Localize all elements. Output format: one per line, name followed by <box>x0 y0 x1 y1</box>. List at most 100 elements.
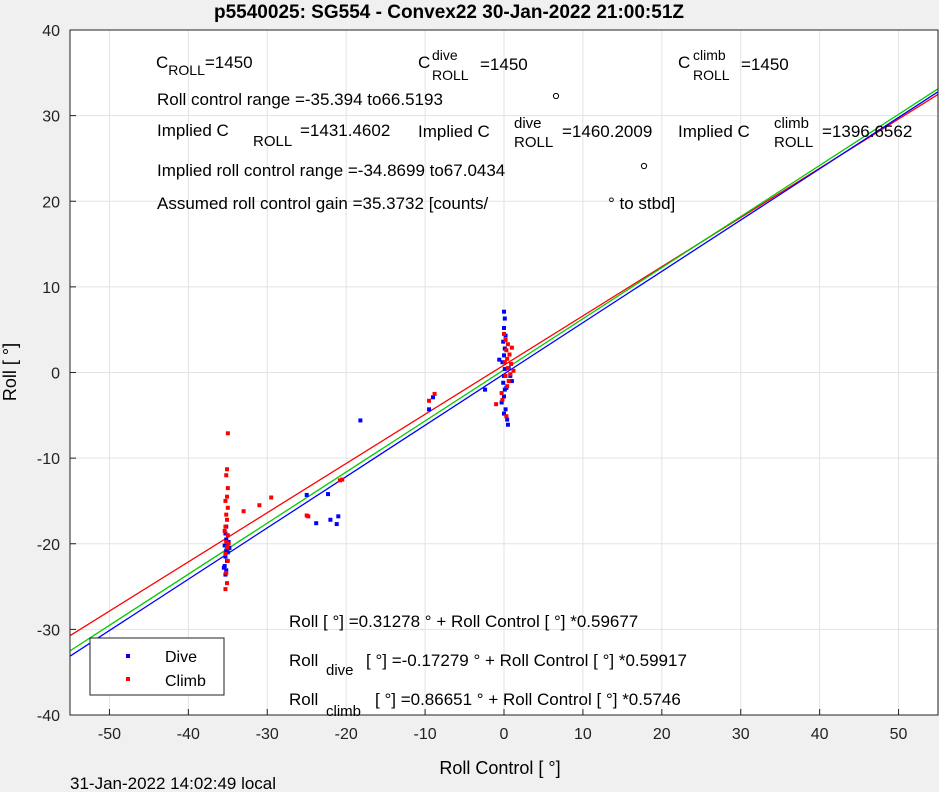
y-tick-label: -40 <box>37 708 60 725</box>
implied-c-roll-sub: ROLL <box>253 133 292 150</box>
climb-point <box>225 431 230 436</box>
implied-c-roll-dive-sub: ROLL <box>514 134 553 151</box>
y-tick-label: 10 <box>42 280 60 297</box>
climb-point <box>502 331 506 336</box>
c-roll-dive-sup: dive <box>432 47 458 63</box>
implied-c-roll-value: =1431.4602 <box>300 121 390 140</box>
implied-c-roll-climb-value: =1396.6562 <box>822 122 912 141</box>
roll-control-range: Roll control range =-35.394 to66.5193 <box>157 90 443 109</box>
x-tick-label: 50 <box>890 726 908 743</box>
legend-box <box>89 637 225 696</box>
dive-point <box>502 309 506 314</box>
c-roll-dive-base: C <box>418 53 430 72</box>
annotations-top: CROLL=1450 C dive ROLL =1450 C climb ROL… <box>156 47 912 213</box>
implied-c-roll-climb-label: Implied C <box>678 122 750 141</box>
c-roll-dive-sub: ROLL <box>432 67 469 83</box>
fit-climb-rest: [ °] =0.86651 ° + Roll Control [ °] *0.5… <box>375 690 681 709</box>
climb-point <box>509 345 514 350</box>
dive-point <box>336 514 341 519</box>
dive-point <box>509 379 514 384</box>
dive-point <box>223 531 228 536</box>
climb-point <box>269 495 274 500</box>
y-tick-label: 40 <box>42 23 60 40</box>
dive-point <box>334 522 339 527</box>
dive-point <box>328 517 333 522</box>
climb-point <box>508 372 513 377</box>
x-tick-label: 30 <box>732 726 750 743</box>
climb-point <box>340 477 345 482</box>
climb-point <box>504 414 509 419</box>
climb-point <box>225 558 230 563</box>
dive-point <box>224 568 229 573</box>
x-tick-label: 0 <box>500 726 509 743</box>
climb-point <box>427 398 432 403</box>
climb-point <box>337 478 342 483</box>
dive-point <box>221 565 226 570</box>
c-roll-climb-sub: ROLL <box>693 67 730 83</box>
climb-point <box>225 545 230 550</box>
climb-point <box>505 342 510 347</box>
legend-climb-label: Climb <box>165 673 206 690</box>
climb-point <box>225 486 230 491</box>
climb-point <box>494 402 499 407</box>
climb-point <box>505 366 510 371</box>
dive-point <box>483 387 488 392</box>
climb-point <box>225 505 230 510</box>
climb-point <box>223 524 228 529</box>
climb-point <box>225 467 230 472</box>
legend: Dive Climb <box>89 637 225 696</box>
dive-point <box>500 360 505 365</box>
x-tick-label: -40 <box>177 726 200 743</box>
chart-title: p5540025: SG554 - Convex22 30-Jan-2022 2… <box>214 2 684 23</box>
dive-point <box>502 394 506 399</box>
y-tick-label: -10 <box>37 451 60 468</box>
implied-c-roll-label: Implied C <box>157 121 229 140</box>
x-tick-label: -10 <box>414 726 437 743</box>
x-tick-label: 40 <box>811 726 829 743</box>
climb-point <box>257 503 262 508</box>
y-tick-label: 30 <box>42 109 60 126</box>
y-tick-label: 20 <box>42 194 60 211</box>
dive-point <box>501 380 506 385</box>
dive-point <box>224 537 229 542</box>
fit-climb-sub: climb <box>326 703 361 720</box>
y-tick-labels: -40 -30 -20 -10 0 10 20 30 40 <box>37 23 76 725</box>
climb-point <box>306 514 311 519</box>
fit-climb-label: Roll <box>289 690 318 709</box>
dive-point <box>223 554 228 559</box>
legend-dive-label: Dive <box>165 649 197 666</box>
climb-point <box>502 360 507 365</box>
implied-c-roll-dive-value: =1460.2009 <box>562 122 652 141</box>
dive-point <box>222 543 227 548</box>
climb-point <box>222 528 227 533</box>
climb-point <box>224 473 229 478</box>
dive-point <box>502 325 506 330</box>
c-roll-climb-base: C <box>678 53 690 72</box>
x-tick-label: 20 <box>653 726 671 743</box>
dive-point <box>430 395 435 400</box>
climb-point <box>505 356 510 361</box>
dive-point <box>358 418 363 423</box>
climb-point <box>505 384 510 389</box>
legend-climb-marker <box>126 677 130 681</box>
dive-point <box>502 411 506 416</box>
fit-dive-sub: dive <box>326 662 354 679</box>
climb-point <box>224 570 229 575</box>
degree-marker <box>552 92 560 100</box>
x-tick-labels: -50 -40 -30 -20 -10 0 10 20 30 40 50 <box>98 709 908 743</box>
climb-point <box>499 391 504 396</box>
x-axis-label: Roll Control [ °] <box>439 758 560 778</box>
climb-point <box>506 379 511 384</box>
c-roll: CROLL=1450 <box>156 53 253 78</box>
implied-c-roll-dive-label: Implied C <box>418 122 490 141</box>
climb-point <box>223 587 228 592</box>
dive-point <box>502 316 507 321</box>
implied-c-roll-climb-sub: ROLL <box>774 134 813 151</box>
fit-dive-rest: [ °] =-0.17279 ° + Roll Control [ °] *0.… <box>366 651 687 670</box>
climb-point <box>225 581 230 586</box>
y-axis-label: Roll [ °] <box>0 343 20 401</box>
implied-roll-control-range: Implied roll control range =-34.8699 to6… <box>157 161 505 180</box>
dive-point <box>505 417 510 422</box>
climb-point <box>225 517 230 522</box>
fit-equations: Roll [ °] =0.31278 ° + Roll Control [ °]… <box>289 612 687 720</box>
